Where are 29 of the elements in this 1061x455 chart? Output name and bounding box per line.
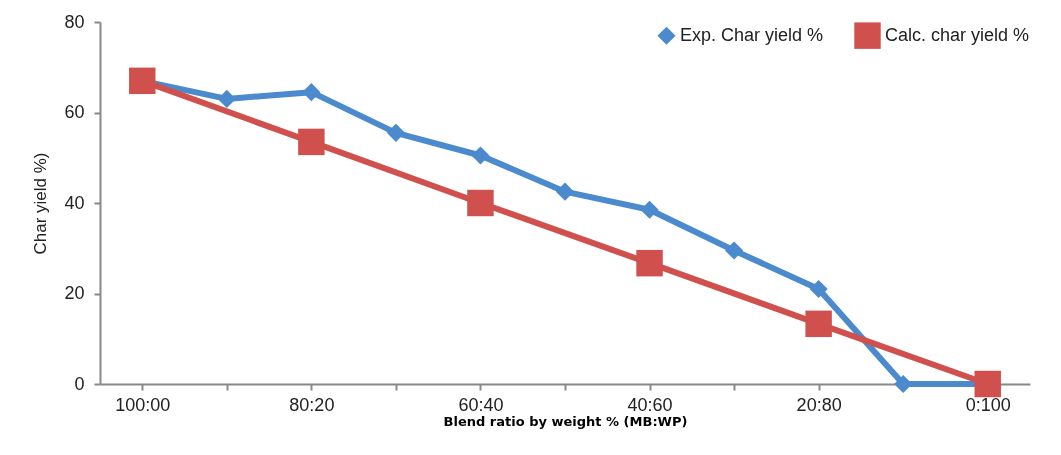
point (640, 200, 659, 219)
point (298, 128, 325, 156)
point (805, 310, 832, 338)
y-tick-label: 0 (74, 373, 85, 394)
point (974, 370, 1001, 398)
point (636, 249, 663, 277)
legend-label: Exp. Char yield % (680, 24, 824, 45)
point (471, 146, 490, 165)
point (467, 189, 494, 217)
x-tick-label: 100:00 (115, 394, 171, 415)
point (555, 182, 575, 201)
x-tick-label: 60:40 (458, 394, 504, 415)
point (217, 89, 236, 109)
point (302, 83, 321, 102)
x-tick-label: 20:80 (796, 394, 842, 415)
y-tick-label: 60 (64, 102, 85, 122)
x-tick-label: 40:60 (627, 394, 673, 415)
legend-label: Calc. char yield % (885, 24, 1030, 45)
point (809, 279, 828, 299)
y-axis-title: Char yield %) (31, 152, 51, 255)
y-tick-label: 20 (64, 283, 85, 303)
x-tick-label: 0:100 (965, 394, 1011, 415)
x-axis-title: Blend ratio by weight % (MB:WP) (443, 413, 688, 429)
point (386, 123, 405, 142)
y-tick-label: 40 (64, 192, 85, 213)
point (725, 241, 744, 260)
x-tick-label: 80:20 (289, 394, 335, 415)
point (129, 67, 156, 95)
y-tick-label: 80 (64, 11, 85, 32)
